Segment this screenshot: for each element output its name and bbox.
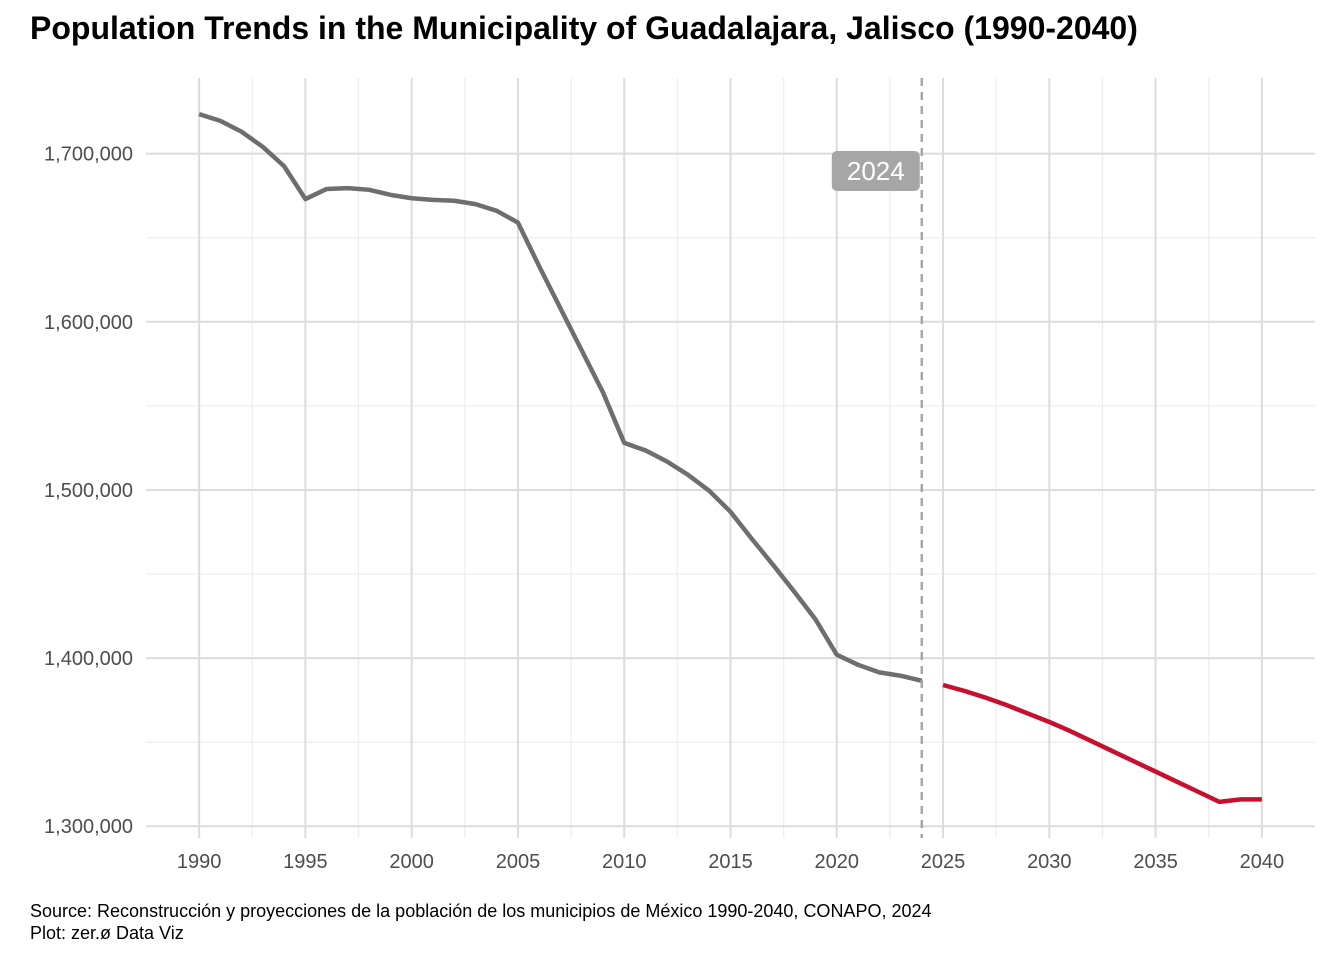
chart-title: Population Trends in the Municipality of… [30, 10, 1138, 46]
x-tick-label: 2000 [389, 851, 434, 873]
y-tick-label: 1,500,000 [44, 480, 133, 502]
annotations: 2024 [831, 78, 924, 838]
credit-caption: Plot: zer.ø Data Viz [30, 923, 184, 943]
x-tick-label: 1995 [283, 851, 328, 873]
x-tick-label: 2010 [602, 851, 647, 873]
x-tick-label: 2040 [1240, 851, 1285, 873]
x-tick-label: 2015 [708, 851, 753, 873]
y-tick-label: 1,700,000 [44, 144, 133, 166]
line-chart: 1990 1995 2000 2005 2010 2015 2020 2025 2030 2035… [44, 78, 1315, 873]
series-lines [198, 112, 1262, 805]
source-caption: Source: Reconstrucción y proyecciones de… [30, 901, 932, 921]
x-tick-label: 1990 [177, 851, 222, 873]
reference-label: 2024 [847, 156, 905, 186]
x-tick-label: 2005 [496, 851, 541, 873]
x-tick-label: 2035 [1133, 851, 1178, 873]
historical-series-line [198, 112, 923, 683]
x-axis-ticks: 1990 1995 2000 2005 2010 2015 2020 2025 2030 2035… [177, 851, 1284, 873]
x-tick-label: 2020 [815, 851, 860, 873]
y-axis-ticks: 1,300,000 1,400,000 1,500,000 1,600,000 1,70… [44, 144, 133, 839]
x-tick-label: 2025 [921, 851, 966, 873]
reference-label-box [831, 151, 920, 191]
y-tick-label: 1,400,000 [44, 648, 133, 670]
y-tick-label: 1,300,000 [44, 816, 133, 838]
projection-series-line [942, 682, 1262, 805]
major-gridlines [146, 78, 1315, 838]
y-tick-label: 1,600,000 [44, 312, 133, 334]
x-tick-label: 2030 [1027, 851, 1072, 873]
